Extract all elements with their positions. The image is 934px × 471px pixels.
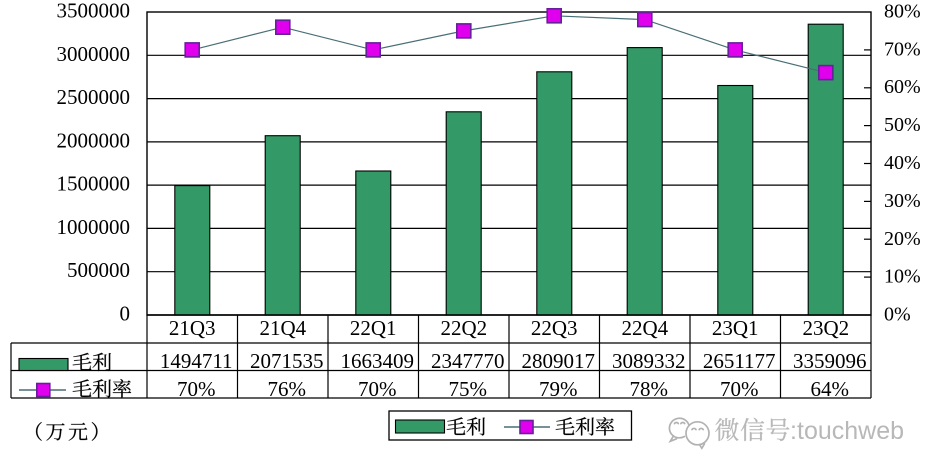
svg-text:70%: 70% [720,377,759,401]
svg-text:60%: 60% [884,76,921,98]
svg-text:2500000: 2500000 [57,85,131,109]
svg-text:22Q4: 22Q4 [621,316,668,340]
svg-text:10%: 10% [884,266,921,288]
svg-text:22Q2: 22Q2 [440,316,487,340]
svg-text:70%: 70% [358,377,397,401]
svg-text:0: 0 [120,302,131,326]
svg-text:78%: 78% [630,377,669,401]
svg-text:21Q3: 21Q3 [169,316,216,340]
svg-text:3089332: 3089332 [612,349,686,373]
svg-text:80%: 80% [884,1,921,23]
svg-text:22Q1: 22Q1 [350,316,397,340]
svg-text:76%: 76% [268,377,307,401]
svg-text:22Q3: 22Q3 [531,316,578,340]
svg-text:touchweb: touchweb [797,417,904,445]
svg-text:21Q4: 21Q4 [259,316,306,340]
svg-text:1000000: 1000000 [57,215,131,239]
svg-text:1663409: 1663409 [340,349,414,373]
svg-text:75%: 75% [449,377,488,401]
svg-text:2000000: 2000000 [57,128,131,152]
svg-text:1500000: 1500000 [57,172,131,196]
svg-text:70%: 70% [177,377,216,401]
svg-text:30%: 30% [884,190,921,212]
svg-text:50%: 50% [884,114,921,136]
svg-text:0%: 0% [884,304,911,326]
svg-text:2347770: 2347770 [431,349,505,373]
svg-text:3359096: 3359096 [793,349,867,373]
svg-text:40%: 40% [884,152,921,174]
svg-text:20%: 20% [884,228,921,250]
svg-text:3500000: 3500000 [57,0,131,23]
svg-text:2071535: 2071535 [250,349,324,373]
svg-text:1494711: 1494711 [160,349,233,373]
svg-text:23Q1: 23Q1 [712,316,759,340]
svg-text:70%: 70% [884,38,921,60]
svg-text:79%: 79% [539,377,578,401]
svg-text:2651177: 2651177 [703,349,776,373]
svg-text:23Q2: 23Q2 [802,316,849,340]
svg-text::: : [790,417,797,445]
svg-text:500000: 500000 [67,258,130,282]
svg-text:3000000: 3000000 [57,42,131,66]
svg-text:2809017: 2809017 [521,349,595,373]
svg-text:64%: 64% [811,377,850,401]
